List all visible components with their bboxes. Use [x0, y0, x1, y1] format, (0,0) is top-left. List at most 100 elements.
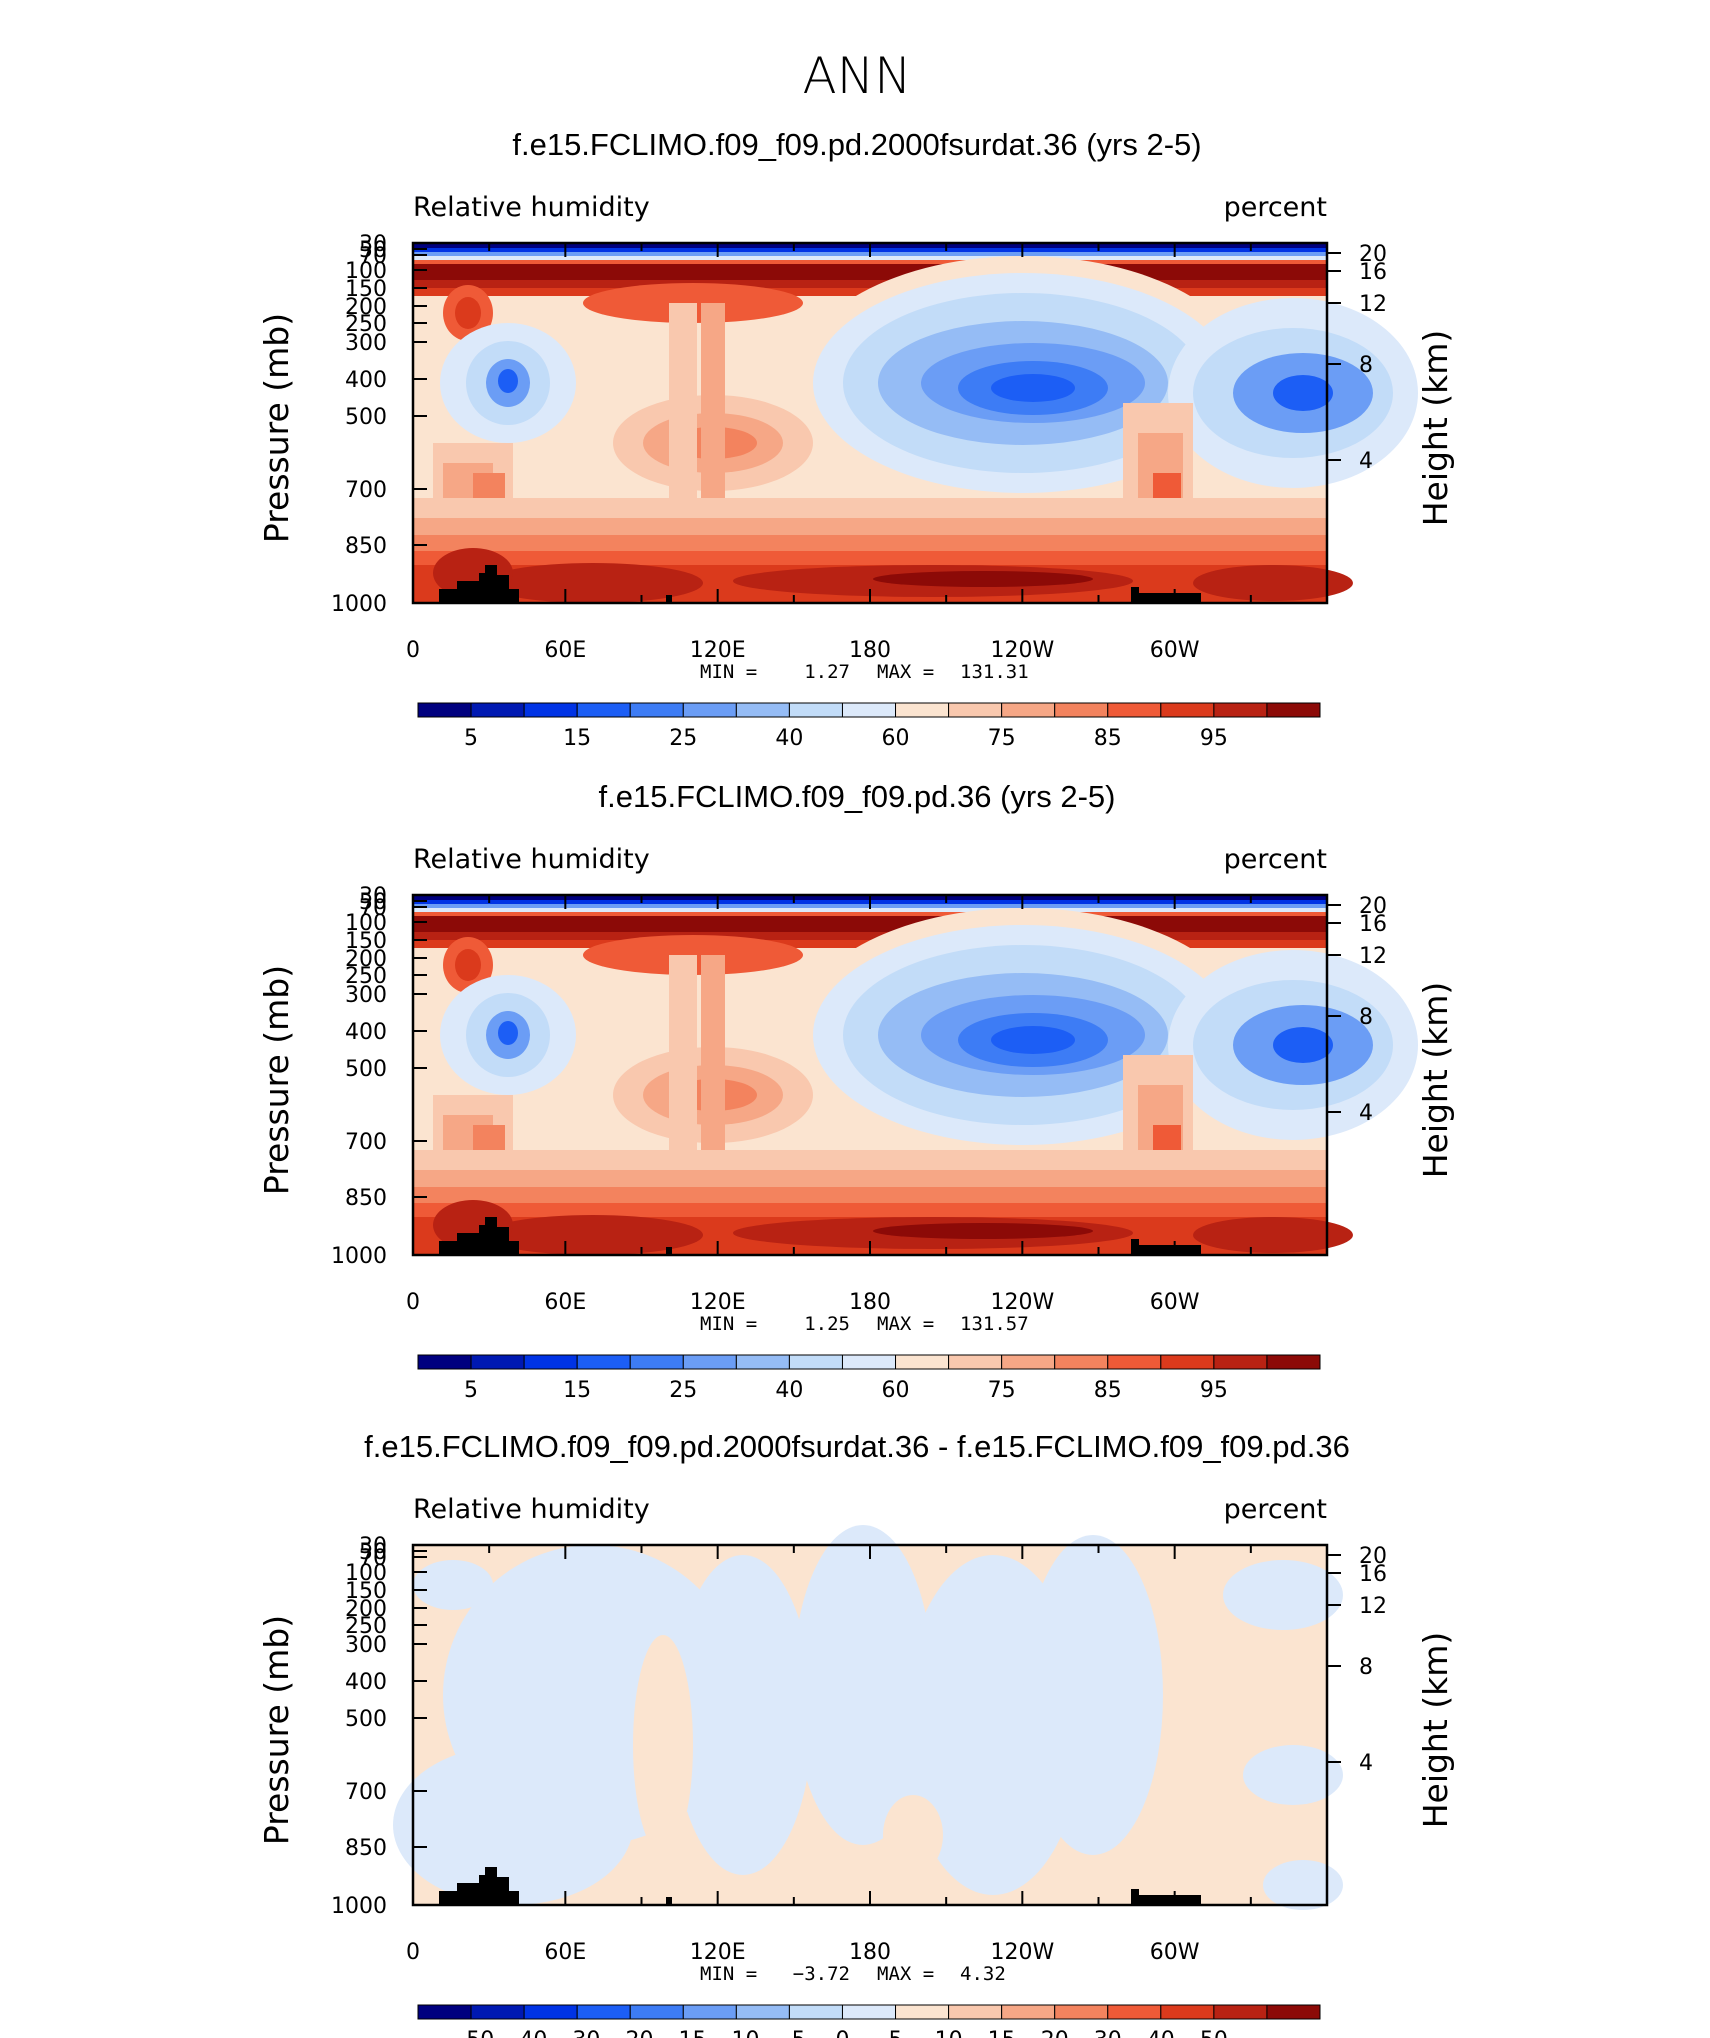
contour-band: [413, 280, 1327, 288]
colorbar-label: 40: [775, 726, 803, 751]
y-tick-label: 500: [345, 405, 387, 430]
units-label: percent: [1224, 192, 1327, 223]
colorbar-swatch: [417, 1354, 472, 1370]
max-value: 4.32: [960, 1963, 1006, 1985]
colorbar-swatch: [841, 702, 897, 718]
x-tick-label: 120E: [690, 1290, 746, 1315]
colorbar-swatch: [1213, 2004, 1268, 2020]
colorbar-label: 5: [889, 2028, 903, 2038]
colorbar-swatch: [470, 2004, 525, 2020]
y-tick-label: 300: [345, 1633, 387, 1658]
height-tick-label: 8: [1359, 1655, 1373, 1680]
contour-blob: [455, 297, 481, 329]
x-tick-label: 60E: [544, 1290, 586, 1315]
colorbar-label: 5: [464, 1378, 478, 1403]
colorbar-label: 40: [775, 1378, 803, 1403]
max-label: MAX =: [877, 1313, 934, 1335]
contour-blob: [1273, 1027, 1333, 1063]
contour-band: [413, 260, 1327, 264]
colorbar-label: 15: [988, 2028, 1016, 2038]
variable-label: Relative humidity: [413, 1494, 650, 1525]
x-tick-label: 120W: [990, 1940, 1054, 1965]
colorbar-label: 75: [988, 1378, 1016, 1403]
colorbar-label: −15: [660, 2028, 706, 2038]
colorbar-swatch: [841, 2004, 897, 2020]
contour-blob: [1023, 1535, 1163, 1855]
colorbar-label: −40: [501, 2028, 547, 2038]
colorbar-swatch: [1160, 2004, 1215, 2020]
panel-3: f.e15.FCLIMO.f09_f09.pd.2000fsurdat.36 -…: [257, 1429, 1455, 2038]
units-label: percent: [1224, 1494, 1327, 1525]
contour-band: [413, 264, 1327, 280]
topography-africa: [439, 1217, 519, 1255]
colorbar-label: 0: [835, 2028, 849, 2038]
y-tick-label: 400: [345, 1670, 387, 1695]
colorbar-swatch: [1213, 702, 1268, 718]
colorbar-swatch: [576, 2004, 631, 2020]
colorbar: 5 15 25 40 60 75 85 95: [417, 1354, 1321, 1403]
y-tick-label: 500: [345, 1707, 387, 1732]
colorbar-label: 85: [1094, 726, 1122, 751]
contour-band: [413, 908, 1327, 912]
variable-label: Relative humidity: [413, 844, 650, 875]
colorbar-swatch: [523, 2004, 578, 2020]
y-tick-label: 150: [345, 1579, 387, 1604]
contour-band: [413, 932, 1327, 940]
panel-1: f.e15.FCLIMO.f09_f09.pd.2000fsurdat.36 (…: [257, 127, 1455, 751]
y-tick-label: 30: [359, 1534, 387, 1559]
contour-blob: [1223, 1560, 1343, 1630]
x-tick-label: 120E: [690, 1940, 746, 1965]
y-tick-label: 30: [359, 884, 387, 909]
contour-blob: [483, 563, 703, 603]
contour-blob: [1193, 1217, 1353, 1253]
y-tick-label: 700: [345, 478, 387, 503]
contour-blob: [673, 1555, 813, 1875]
colorbar-swatch: [682, 1354, 737, 1370]
y-tick-label: 150: [345, 277, 387, 302]
colorbar-swatch: [1266, 2004, 1321, 2020]
colorbar-swatch: [1107, 2004, 1162, 2020]
y-tick-label: 1000: [331, 1244, 387, 1269]
x-tick-label: 60W: [1150, 638, 1200, 663]
colorbar-swatch: [1213, 1354, 1268, 1370]
panel-title: f.e15.FCLIMO.f09_f09.pd.2000fsurdat.36 -…: [364, 1429, 1350, 1464]
max-value: 131.31: [960, 661, 1029, 683]
min-value: 1.25: [804, 1313, 850, 1335]
colorbar-swatch: [629, 2004, 684, 2020]
y-tick-label: 250: [345, 312, 387, 337]
height-tick-label: 20: [1359, 1544, 1387, 1569]
colorbar-label: −20: [607, 2028, 653, 2038]
colorbar-label: −30: [554, 2028, 600, 2038]
colorbar-label: 75: [988, 726, 1016, 751]
colorbar-swatch: [788, 1354, 843, 1370]
y-tick-label: 100: [345, 259, 387, 284]
topography-south-america: [1131, 1245, 1201, 1255]
y-tick-label: 50: [359, 238, 387, 263]
colorbar-label: 25: [669, 1378, 697, 1403]
contour-blob: [455, 949, 481, 981]
contour-blob: [1243, 1745, 1343, 1805]
y-tick-label: 700: [345, 1130, 387, 1155]
colorbar-swatch: [629, 1354, 684, 1370]
colorbar-label: −10: [713, 2028, 759, 2038]
colorbar-label: 85: [1094, 1378, 1122, 1403]
units-label: percent: [1224, 844, 1327, 875]
colorbar-swatch: [735, 1354, 790, 1370]
y-tick-label: 50: [359, 1540, 387, 1565]
y-tick-label: 850: [345, 534, 387, 559]
contour-band: [701, 955, 725, 1155]
y-tick-label: 400: [345, 368, 387, 393]
colorbar-swatch: [682, 702, 737, 718]
colorbar-swatch: [735, 2004, 790, 2020]
y-tick-label: 150: [345, 929, 387, 954]
x-tick-label: 60W: [1150, 1940, 1200, 1965]
contour-blob: [413, 1560, 493, 1610]
colorbar-swatch: [1054, 2004, 1109, 2020]
y-tick-label: 850: [345, 1186, 387, 1211]
contour-band: [413, 912, 1327, 916]
colorbar-swatch: [470, 702, 525, 718]
y-tick-label: 850: [345, 1836, 387, 1861]
topography-south-america: [1131, 1895, 1201, 1905]
y-tick-label: 200: [345, 295, 387, 320]
y-tick-label: 300: [345, 983, 387, 1008]
